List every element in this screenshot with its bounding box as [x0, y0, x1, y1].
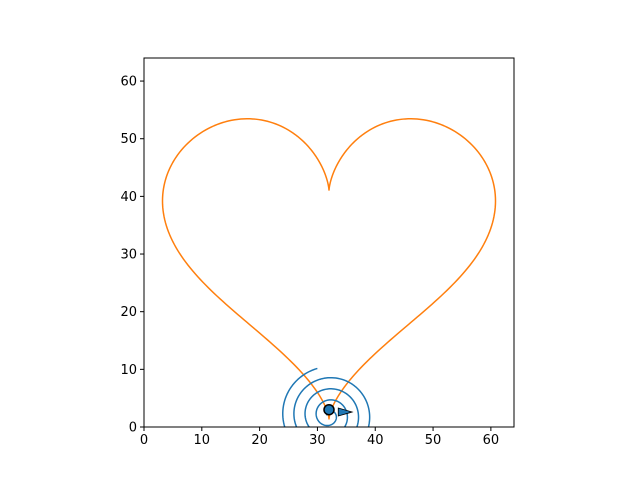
x-tick-label: 10 — [194, 433, 211, 448]
plot-area — [144, 58, 514, 427]
marker-arrow — [337, 407, 354, 417]
y-tick-label: 60 — [120, 75, 137, 90]
x-tick-label: 50 — [425, 433, 442, 448]
y-tick-label: 50 — [120, 132, 137, 147]
x-tick-label: 60 — [483, 433, 500, 448]
marker-circle — [323, 403, 335, 416]
y-tick-label: 30 — [120, 248, 137, 263]
y-tick-label: 20 — [120, 305, 137, 320]
x-tick-label: 30 — [309, 433, 326, 448]
series-line-2 — [282, 367, 371, 427]
series-line-1 — [161, 118, 497, 420]
y-tick-label: 0 — [129, 421, 137, 436]
x-tick-label: 20 — [251, 433, 268, 448]
y-tick-label: 10 — [120, 363, 137, 378]
axes-frame — [143, 57, 515, 428]
y-tick-label: 40 — [120, 190, 137, 205]
x-tick-label: 40 — [367, 433, 384, 448]
x-tick-label: 0 — [140, 433, 148, 448]
